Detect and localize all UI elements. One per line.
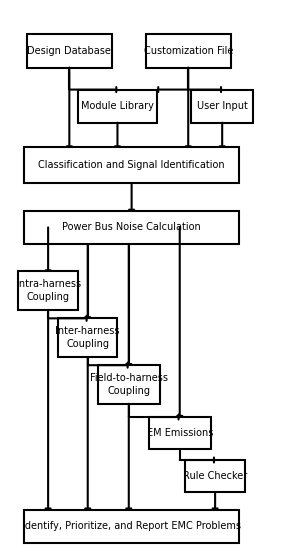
Text: User Input: User Input [197,101,248,111]
Text: Identify, Prioritize, and Report EMC Problems: Identify, Prioritize, and Report EMC Pro… [22,521,241,531]
Text: Module Library: Module Library [81,101,154,111]
FancyBboxPatch shape [185,460,245,492]
FancyBboxPatch shape [191,90,253,122]
FancyBboxPatch shape [18,271,78,310]
FancyBboxPatch shape [146,34,231,68]
Text: Power Bus Noise Calculation: Power Bus Noise Calculation [62,222,201,232]
Text: Design Database: Design Database [27,46,111,56]
FancyBboxPatch shape [148,417,211,449]
FancyBboxPatch shape [24,510,239,543]
Text: Intra-harness
Coupling: Intra-harness Coupling [16,279,81,302]
FancyBboxPatch shape [58,319,118,357]
Text: EM Emissions: EM Emissions [146,428,213,438]
FancyBboxPatch shape [24,211,239,244]
FancyBboxPatch shape [24,147,239,183]
FancyBboxPatch shape [98,365,160,404]
Text: Rule Checker: Rule Checker [183,471,247,481]
FancyBboxPatch shape [78,90,157,122]
Text: Inter-harness
Coupling: Inter-harness Coupling [56,326,120,349]
Text: Classification and Signal Identification: Classification and Signal Identification [38,160,225,171]
Text: Customization File: Customization File [143,46,233,56]
FancyBboxPatch shape [27,34,112,68]
Text: Field-to-harness
Coupling: Field-to-harness Coupling [90,373,168,396]
